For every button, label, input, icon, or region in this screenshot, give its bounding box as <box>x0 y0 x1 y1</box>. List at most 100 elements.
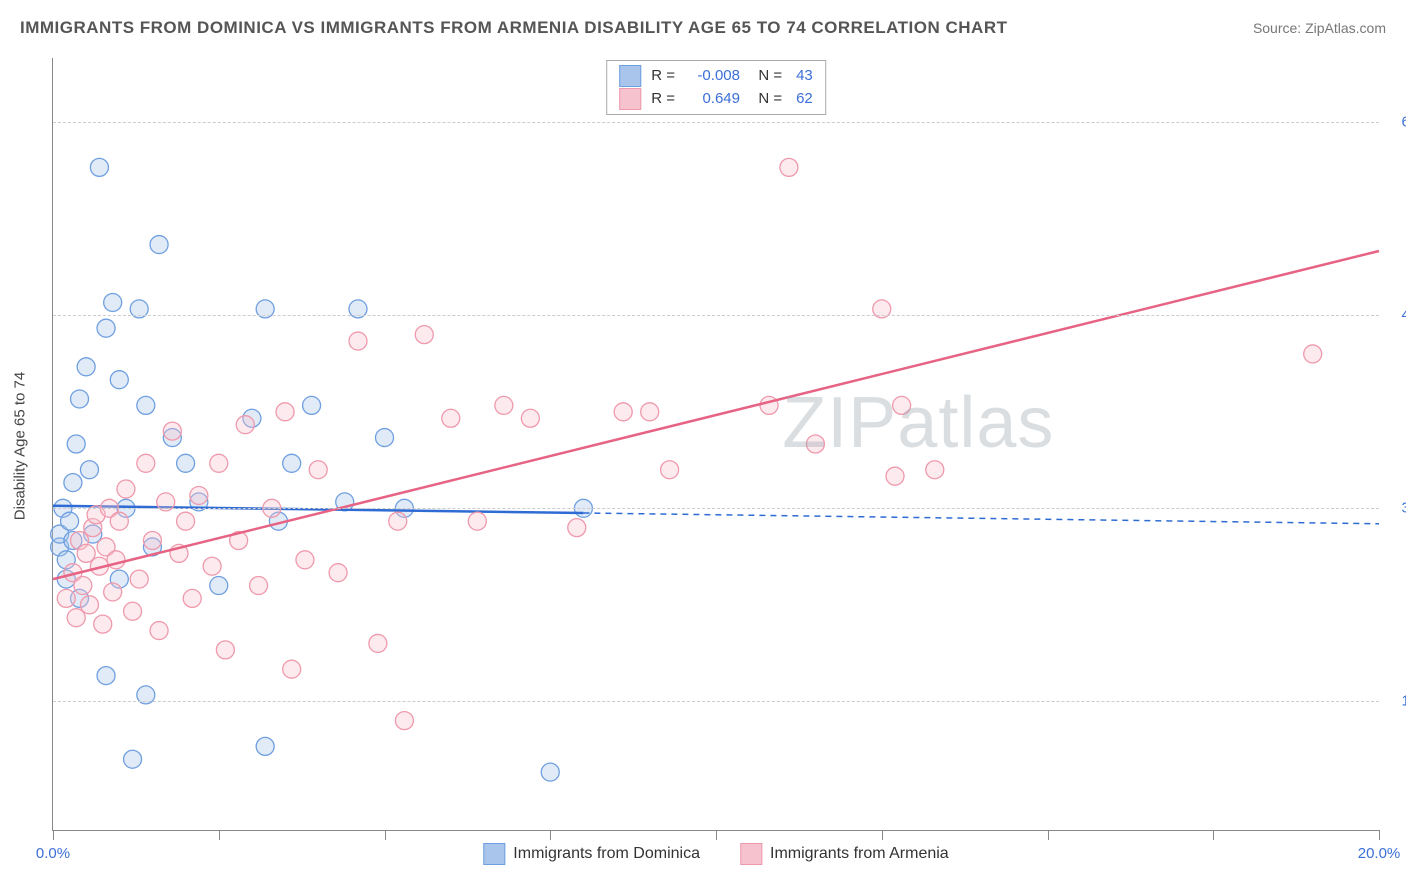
data-point <box>296 551 314 569</box>
data-point <box>349 332 367 350</box>
data-point <box>780 158 798 176</box>
data-point <box>329 564 347 582</box>
x-tick <box>1379 830 1380 840</box>
data-point <box>57 551 75 569</box>
data-point <box>71 532 89 550</box>
data-point <box>641 403 659 421</box>
trend-line <box>53 506 583 513</box>
data-point <box>97 538 115 556</box>
stat-r-value: 0.649 <box>685 88 740 111</box>
legend-swatch <box>619 88 641 110</box>
data-point <box>90 158 108 176</box>
data-point <box>67 435 85 453</box>
data-point <box>124 750 142 768</box>
data-point <box>110 570 128 588</box>
x-tick <box>550 830 551 840</box>
data-point <box>1304 345 1322 363</box>
trend-line-dashed <box>583 513 1379 524</box>
data-point <box>150 622 168 640</box>
data-point <box>117 480 135 498</box>
data-point <box>71 390 89 408</box>
data-point <box>210 577 228 595</box>
data-point <box>177 454 195 472</box>
x-tick <box>219 830 220 840</box>
stat-n-label: N = <box>750 88 782 111</box>
stat-n-value: 43 <box>796 65 813 88</box>
data-point <box>90 557 108 575</box>
data-point <box>137 396 155 414</box>
data-point <box>124 602 142 620</box>
data-point <box>137 454 155 472</box>
data-point <box>442 409 460 427</box>
data-point <box>276 403 294 421</box>
stats-row: R = 0.649 N = 62 <box>619 88 813 111</box>
legend-swatch <box>483 843 505 865</box>
data-point <box>71 589 89 607</box>
data-point <box>283 454 301 472</box>
x-tick <box>1048 830 1049 840</box>
y-tick-label: 60.0% <box>1389 114 1406 131</box>
data-point <box>84 519 102 537</box>
data-point <box>614 403 632 421</box>
y-tick-label: 45.0% <box>1389 307 1406 324</box>
data-point <box>376 429 394 447</box>
data-point <box>177 512 195 530</box>
data-point <box>107 551 125 569</box>
legend-swatch <box>740 843 762 865</box>
data-point <box>495 396 513 414</box>
data-point <box>80 596 98 614</box>
x-tick <box>882 830 883 840</box>
data-point <box>243 409 261 427</box>
data-point <box>183 589 201 607</box>
gridline <box>53 701 1379 702</box>
data-point <box>250 577 268 595</box>
data-point <box>130 570 148 588</box>
gridline <box>53 122 1379 123</box>
stat-r-value: -0.008 <box>685 65 740 88</box>
data-point <box>283 660 301 678</box>
data-point <box>541 763 559 781</box>
data-point <box>94 615 112 633</box>
data-point <box>806 435 824 453</box>
data-point <box>64 532 82 550</box>
data-point <box>468 512 486 530</box>
data-point <box>661 461 679 479</box>
chart-title: IMMIGRANTS FROM DOMINICA VS IMMIGRANTS F… <box>20 18 1008 38</box>
data-point <box>74 577 92 595</box>
data-point <box>269 512 287 530</box>
data-point <box>77 544 95 562</box>
x-tick-label: 0.0% <box>36 845 70 862</box>
data-point <box>886 467 904 485</box>
data-point <box>143 532 161 550</box>
data-point <box>170 544 188 562</box>
chart-svg-layer <box>53 58 1379 830</box>
data-point <box>163 429 181 447</box>
data-point <box>369 634 387 652</box>
data-point <box>926 461 944 479</box>
data-point <box>760 396 778 414</box>
data-point <box>104 293 122 311</box>
y-tick-label: 30.0% <box>1389 500 1406 517</box>
data-point <box>216 641 234 659</box>
data-point <box>395 712 413 730</box>
legend-label: Immigrants from Armenia <box>770 845 949 863</box>
x-tick <box>53 830 54 840</box>
data-point <box>97 319 115 337</box>
plot-area: ZIPatlas R = -0.008 N = 43 R = 0.649 N =… <box>52 58 1379 831</box>
x-tick <box>385 830 386 840</box>
data-point <box>230 532 248 550</box>
gridline <box>53 508 1379 509</box>
data-point <box>303 396 321 414</box>
x-tick-label: 20.0% <box>1358 845 1401 862</box>
data-point <box>143 538 161 556</box>
data-point <box>80 461 98 479</box>
data-point <box>190 486 208 504</box>
bottom-legend: Immigrants from Dominica Immigrants from… <box>483 843 948 865</box>
x-tick <box>716 830 717 840</box>
data-point <box>64 474 82 492</box>
trend-line <box>53 251 1379 579</box>
data-point <box>104 583 122 601</box>
data-point <box>389 512 407 530</box>
data-point <box>97 667 115 685</box>
data-point <box>893 396 911 414</box>
